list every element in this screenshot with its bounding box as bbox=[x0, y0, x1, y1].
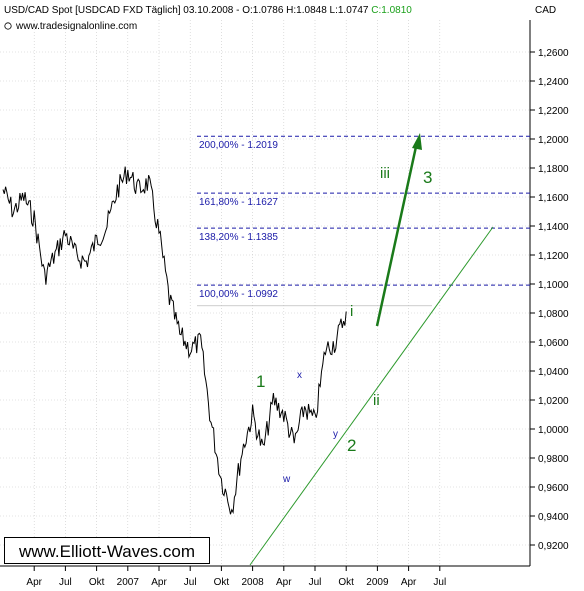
copyright-icon bbox=[4, 22, 12, 30]
y-tick-label: 1,0000 bbox=[538, 425, 569, 436]
fib-level-label: 200,00% - 1.2019 bbox=[199, 140, 278, 151]
grid bbox=[0, 20, 530, 566]
y-tick-label: 1,1400 bbox=[538, 222, 569, 233]
wave-label: x bbox=[297, 370, 302, 381]
close-value: C:1.0810 bbox=[371, 5, 412, 16]
y-tick-label: 1,1000 bbox=[538, 280, 569, 291]
wave-label: i bbox=[350, 303, 353, 320]
fib-level-label: 100,00% - 1.0992 bbox=[199, 289, 278, 300]
y-tick-label: 0,9600 bbox=[538, 483, 569, 494]
y-tick-label: 1,2600 bbox=[538, 48, 569, 59]
fib-level-label: 161,80% - 1.1627 bbox=[199, 197, 278, 208]
y-tick-label: 1,2000 bbox=[538, 135, 569, 146]
wave-label: y bbox=[333, 429, 338, 440]
x-tick-label: Apr bbox=[401, 577, 417, 588]
wave-label: 2 bbox=[347, 436, 356, 455]
currency-label: CAD bbox=[535, 5, 556, 16]
x-tick-label: 2009 bbox=[366, 577, 389, 588]
x-tick-label: Okt bbox=[89, 577, 105, 588]
wave-label: ii bbox=[373, 392, 380, 409]
instrument-header: USD/CAD Spot [USDCAD FXD Täglich] 03.10.… bbox=[4, 5, 412, 16]
y-tick-label: 0,9800 bbox=[538, 454, 569, 465]
x-tick-label: Jul bbox=[59, 577, 72, 588]
x-tick-label: Apr bbox=[151, 577, 167, 588]
y-tick-label: 1,2400 bbox=[538, 77, 569, 88]
source-header: www.tradesignalonline.com bbox=[15, 21, 137, 32]
trend-line bbox=[249, 226, 494, 566]
x-tick-label: 2008 bbox=[241, 577, 264, 588]
y-tick-label: 1,2200 bbox=[538, 106, 569, 117]
y-tick-label: 1,0600 bbox=[538, 338, 569, 349]
y-tick-label: 0,9400 bbox=[538, 512, 569, 523]
wave-label: 3 bbox=[423, 168, 432, 187]
x-tick-label: 2007 bbox=[117, 577, 140, 588]
brand-label: www.Elliott-Waves.com bbox=[4, 537, 210, 564]
y-tick-label: 1,0200 bbox=[538, 396, 569, 407]
y-tick-label: 1,1200 bbox=[538, 251, 569, 262]
price-series-line bbox=[2, 166, 347, 515]
x-tick-label: Apr bbox=[276, 577, 292, 588]
y-tick-label: 1,1600 bbox=[538, 193, 569, 204]
x-tick-label: Jul bbox=[433, 577, 446, 588]
wave-label: w bbox=[282, 474, 291, 485]
x-tick-label: Jul bbox=[309, 577, 322, 588]
wave-label: 1 bbox=[256, 372, 265, 391]
x-tick-label: Okt bbox=[214, 577, 230, 588]
y-tick-label: 0,9200 bbox=[538, 541, 569, 552]
y-tick-label: 1,0400 bbox=[538, 367, 569, 378]
y-axis-ticks: 1,2600 1,2400 1,2200 1,2000 1,1800 1,1600 1,14… bbox=[530, 48, 569, 552]
x-tick-label: Apr bbox=[26, 577, 42, 588]
wave-3-arrow-line bbox=[375, 141, 419, 327]
y-tick-label: 1,1800 bbox=[538, 164, 569, 175]
x-tick-label: Okt bbox=[338, 577, 354, 588]
fibonacci-levels: 200,00% - 1.2019 161,80% - 1.1627 138,20% … bbox=[197, 135, 530, 307]
x-tick-label: Jul bbox=[184, 577, 197, 588]
wave-label: iii bbox=[380, 165, 390, 182]
fib-level-label: 138,20% - 1.1385 bbox=[199, 232, 278, 243]
x-axis-ticks: Apr Jul Okt 2007 Apr Jul Okt 2008 Apr Jul Okt 2009 A… bbox=[26, 566, 446, 588]
wave-3-arrow-head bbox=[412, 133, 422, 150]
y-tick-label: 1,0800 bbox=[538, 309, 569, 320]
